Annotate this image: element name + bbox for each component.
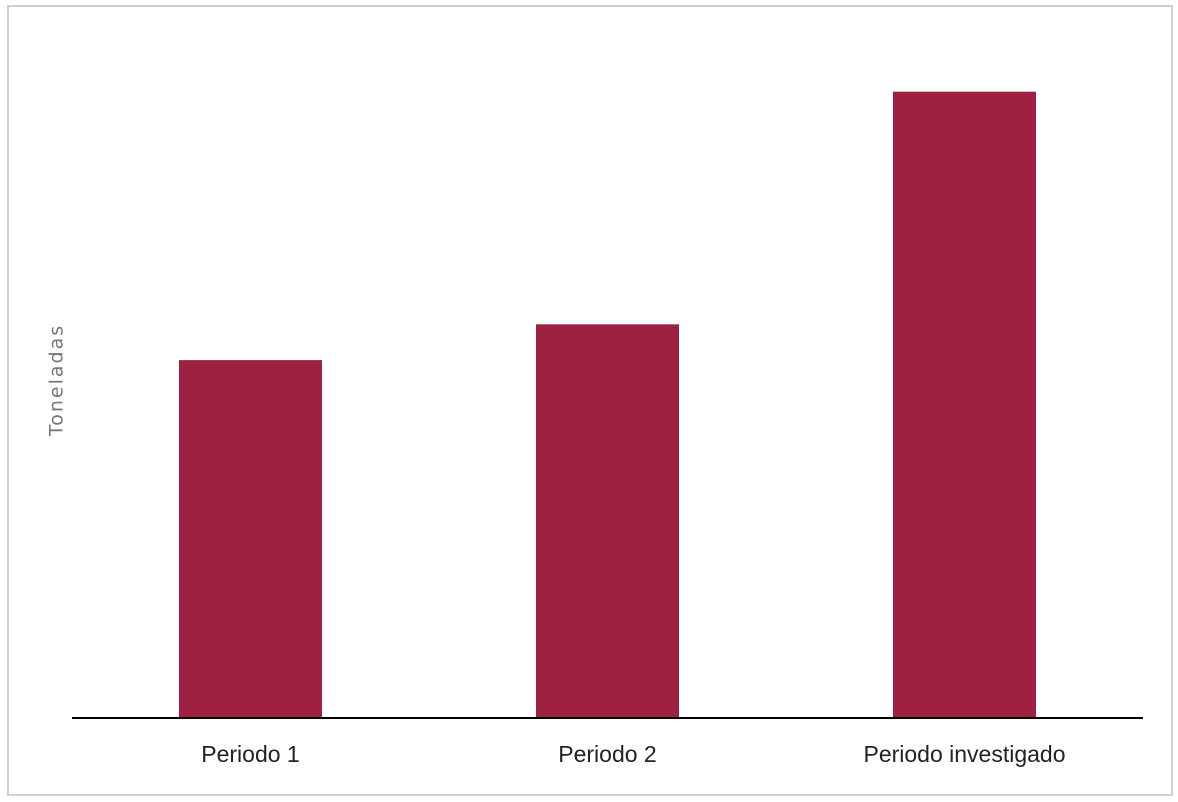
x-tick-label: Periodo investigado [863, 741, 1065, 767]
bar [536, 324, 679, 718]
bar [179, 360, 322, 718]
x-tick-label: Periodo 1 [201, 741, 299, 767]
bar [893, 91, 1036, 719]
y-axis-label: Toneladas [46, 324, 68, 437]
x-tick-label: Periodo 2 [558, 741, 656, 767]
